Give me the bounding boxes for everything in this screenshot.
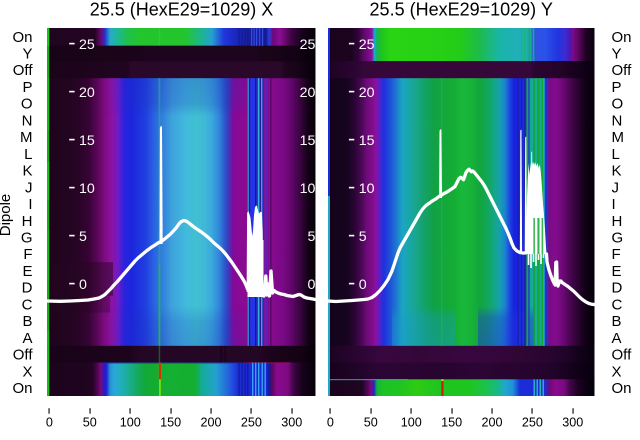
svg-text:M: M <box>612 129 625 146</box>
svg-text:250: 250 <box>241 415 262 429</box>
svg-text:L: L <box>24 146 32 163</box>
svg-text:C: C <box>612 296 623 313</box>
svg-text:K: K <box>22 163 32 180</box>
svg-text:200: 200 <box>481 415 502 429</box>
svg-text:J: J <box>612 179 620 196</box>
svg-text:A: A <box>612 330 622 347</box>
svg-text:300: 300 <box>562 415 583 429</box>
svg-text:100: 100 <box>120 415 141 429</box>
svg-text:150: 150 <box>160 415 181 429</box>
svg-text:0: 0 <box>359 277 367 293</box>
svg-text:P: P <box>22 79 32 96</box>
svg-text:10: 10 <box>359 181 375 197</box>
svg-text:N: N <box>22 112 33 129</box>
svg-text:N: N <box>612 112 623 129</box>
svg-text:D: D <box>612 280 623 297</box>
svg-text:25.5 (HexE29=1029) Y: 25.5 (HexE29=1029) Y <box>370 0 553 20</box>
svg-text:M: M <box>20 129 33 146</box>
svg-text:10: 10 <box>79 181 95 197</box>
svg-text:0: 0 <box>308 277 316 293</box>
svg-text:250: 250 <box>522 415 543 429</box>
svg-text:5: 5 <box>359 229 367 245</box>
svg-text:J: J <box>25 179 33 196</box>
svg-text:O: O <box>21 96 33 113</box>
svg-text:0: 0 <box>327 415 334 429</box>
svg-text:H: H <box>22 213 33 230</box>
svg-text:0: 0 <box>46 415 53 429</box>
svg-text:A: A <box>22 330 32 347</box>
svg-text:X: X <box>22 363 32 380</box>
svg-text:200: 200 <box>200 415 221 429</box>
svg-text:F: F <box>23 246 32 263</box>
svg-text:C: C <box>22 296 33 313</box>
svg-text:10: 10 <box>300 181 316 197</box>
svg-text:25.5 (HexE29=1029) X: 25.5 (HexE29=1029) X <box>90 0 274 20</box>
svg-text:150: 150 <box>441 415 462 429</box>
svg-text:25: 25 <box>359 37 375 53</box>
svg-text:O: O <box>612 96 624 113</box>
svg-text:On: On <box>12 380 32 397</box>
svg-text:Off: Off <box>13 347 34 364</box>
svg-text:E: E <box>612 263 622 280</box>
svg-text:25: 25 <box>300 37 316 53</box>
svg-text:Y: Y <box>612 46 622 63</box>
svg-text:On: On <box>612 29 632 46</box>
svg-text:I: I <box>612 196 616 213</box>
svg-text:Y: Y <box>22 46 32 63</box>
svg-text:15: 15 <box>359 133 375 149</box>
svg-text:Off: Off <box>13 62 34 79</box>
svg-text:D: D <box>22 280 33 297</box>
svg-text:20: 20 <box>359 85 375 101</box>
svg-text:Off: Off <box>612 62 633 79</box>
svg-text:L: L <box>612 146 620 163</box>
svg-text:G: G <box>612 230 624 247</box>
svg-text:100: 100 <box>401 415 422 429</box>
svg-text:X: X <box>612 363 622 380</box>
svg-text:E: E <box>22 263 32 280</box>
svg-text:K: K <box>612 163 622 180</box>
svg-text:B: B <box>612 313 622 330</box>
svg-text:50: 50 <box>364 415 378 429</box>
svg-text:25: 25 <box>79 37 95 53</box>
svg-text:On: On <box>612 380 632 397</box>
svg-text:P: P <box>612 79 622 96</box>
svg-text:5: 5 <box>79 229 87 245</box>
svg-text:20: 20 <box>300 85 316 101</box>
svg-text:300: 300 <box>281 415 302 429</box>
svg-text:Dipole: Dipole <box>0 194 14 237</box>
svg-text:F: F <box>612 246 621 263</box>
svg-text:On: On <box>12 29 32 46</box>
svg-text:20: 20 <box>79 85 95 101</box>
svg-text:50: 50 <box>83 415 97 429</box>
svg-text:B: B <box>22 313 32 330</box>
svg-text:0: 0 <box>79 277 87 293</box>
svg-text:15: 15 <box>79 133 95 149</box>
svg-text:Off: Off <box>612 347 633 364</box>
svg-text:15: 15 <box>300 133 316 149</box>
svg-text:5: 5 <box>308 229 316 245</box>
svg-text:G: G <box>21 230 33 247</box>
svg-text:H: H <box>612 213 623 230</box>
svg-text:I: I <box>28 196 32 213</box>
